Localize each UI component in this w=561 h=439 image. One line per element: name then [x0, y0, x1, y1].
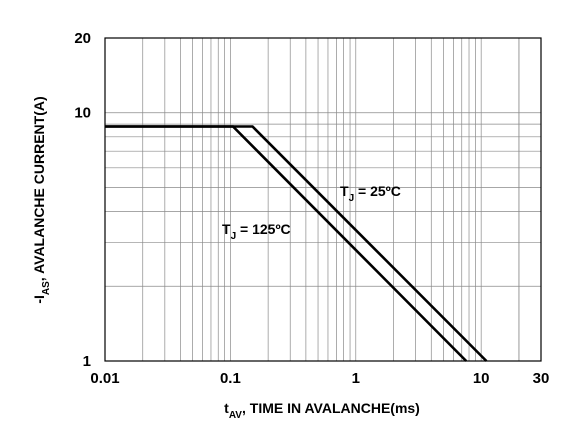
curves [105, 125, 488, 362]
x-axis-label: tAV, TIME IN AVALANCHE(ms) [224, 400, 420, 421]
y-tick-label: 1 [83, 353, 91, 370]
x-tick-labels: 0.01 0.1 1 10 30 [90, 370, 549, 387]
y-tick-label: 20 [74, 30, 91, 47]
x-tick-label: 30 [533, 370, 550, 387]
y-axis-label: -IAS, AVALANCHE CURRENT(A) [31, 96, 52, 303]
series-label-tj-25: TJ = 25ºC [340, 183, 401, 204]
y-tick-labels: 1 10 20 [74, 30, 91, 370]
x-tick-label: 10 [473, 370, 490, 387]
series-line-tj-125 [105, 125, 468, 362]
series-label-tj-125: TJ = 125ºC [222, 221, 291, 242]
grid [105, 38, 541, 361]
x-tick-label: 0.01 [90, 370, 119, 387]
x-tick-label: 1 [352, 370, 360, 387]
y-tick-label: 10 [74, 105, 91, 122]
x-tick-label: 0.1 [220, 370, 241, 387]
plot-frame [104, 37, 542, 362]
series-line-tj-25 [105, 125, 488, 362]
